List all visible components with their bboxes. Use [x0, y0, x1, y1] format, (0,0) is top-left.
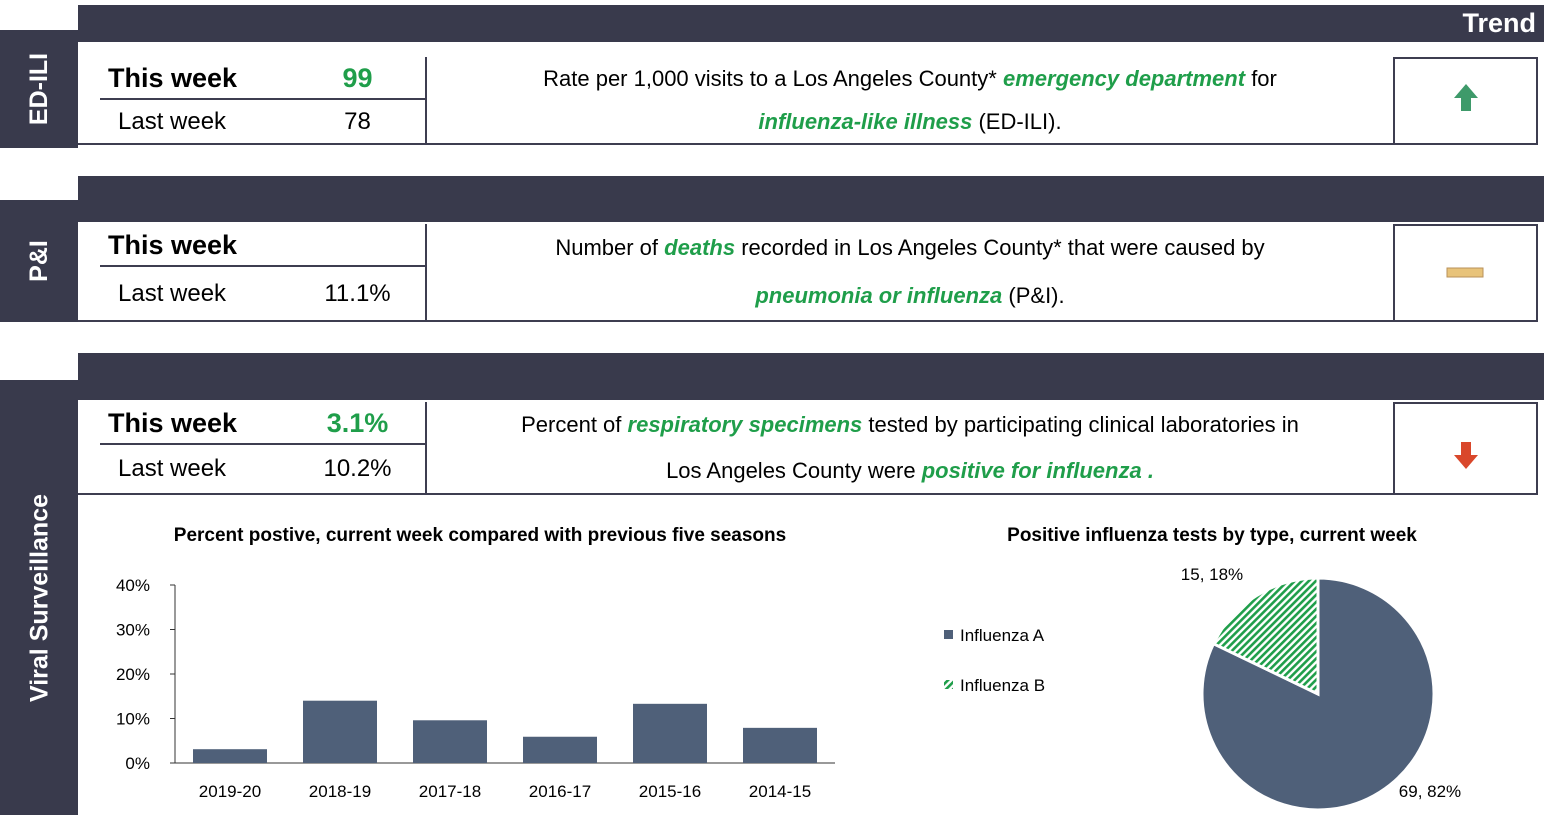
sidebar: ED-ILI: [0, 30, 78, 148]
description-line: Percent of respiratory specimens tested …: [427, 402, 1393, 448]
bar: [523, 736, 597, 763]
trend-header: Trend: [1462, 8, 1536, 38]
this-week-value: 99: [342, 63, 373, 93]
description-text: Rate per 1,000 visits to a Los Angeles C…: [543, 66, 997, 91]
description-text: tested by participating clinical laborat…: [868, 412, 1299, 437]
description-line: Number of deaths recorded in Los Angeles…: [427, 224, 1393, 272]
description-line: pneumonia or influenza (P&I).: [427, 272, 1393, 320]
trend-up-icon: [1454, 84, 1478, 111]
description-line: Los Angeles County were positive for inf…: [427, 448, 1393, 494]
description-text: Percent of: [521, 412, 622, 437]
x-tick-label: 2018-19: [309, 782, 371, 801]
x-tick-label: 2015-16: [639, 782, 701, 801]
chart-title: Positive influenza tests by type, curren…: [1007, 525, 1417, 546]
sidebar: Viral Surveillance: [0, 380, 78, 815]
row-border: [78, 320, 1538, 322]
last-week-value: 10.2%: [323, 455, 392, 482]
highlight-text: respiratory specimens: [627, 412, 863, 437]
description-text: (P&I).: [1008, 283, 1065, 308]
sidebar: P&I: [0, 200, 78, 322]
trend-cell: [1395, 224, 1538, 320]
section-header: [78, 353, 1544, 400]
legend-label: Influenza B: [960, 676, 1045, 695]
last-week-value: 78: [344, 108, 371, 135]
trend-cell: [1395, 57, 1538, 143]
section-header: [78, 176, 1544, 222]
data-label: 69, 82%: [1399, 782, 1461, 801]
trend-down-icon: [1454, 442, 1478, 469]
section-header: [78, 5, 1544, 42]
bar: [413, 720, 487, 763]
y-tick-label: 10%: [116, 710, 150, 729]
last-week-label: Last week: [118, 455, 227, 482]
highlight-text: influenza-like illness: [758, 109, 973, 134]
this-week-label: This week: [108, 230, 238, 260]
this-week-label: This week: [108, 408, 238, 438]
legend-marker: [944, 630, 953, 639]
description-text: (ED-ILI).: [978, 109, 1062, 134]
last-week-label: Last week: [118, 108, 227, 135]
this-week-value: 3.1%: [326, 408, 389, 438]
this-week-label: This week: [108, 63, 238, 93]
pie-slice: [1211, 576, 1320, 697]
this-week-cell: [100, 402, 425, 445]
trend-flat-icon: [1446, 267, 1484, 278]
data-label: 15, 18%: [1181, 565, 1243, 584]
description-text: Number of: [555, 235, 659, 260]
x-tick-label: 2014-15: [749, 782, 811, 801]
bar: [193, 749, 267, 763]
bar: [633, 703, 707, 763]
description-text: for: [1251, 66, 1277, 91]
row-border: [78, 143, 1538, 145]
x-tick-label: 2016-17: [529, 782, 591, 801]
last-week-label: Last week: [118, 280, 227, 307]
this-week-cell: [100, 57, 425, 100]
row-border: [78, 493, 1538, 495]
description-text: Los Angeles County were: [666, 457, 916, 483]
x-tick-label: 2017-18: [419, 782, 481, 801]
description-text: recorded in Los Angeles County* that wer…: [741, 235, 1265, 260]
y-tick-label: 20%: [116, 665, 150, 684]
description-line: Rate per 1,000 visits to a Los Angeles C…: [427, 57, 1393, 100]
highlight-text: deaths: [664, 235, 736, 260]
trend-cell: [1395, 402, 1538, 493]
highlight-text: emergency department: [1002, 66, 1246, 91]
description-cell: [425, 402, 1395, 493]
x-tick-label: 2019-20: [199, 782, 261, 801]
highlight-text: pneumonia or influenza: [755, 283, 1003, 308]
description-line: influenza-like illness (ED-ILI).: [427, 100, 1393, 143]
this-week-cell: [100, 224, 425, 267]
y-tick-label: 40%: [116, 576, 150, 595]
legend-label: Influenza A: [960, 626, 1045, 645]
legend-marker: [944, 680, 953, 689]
description-cell: [425, 57, 1395, 143]
y-tick-label: 30%: [116, 621, 150, 640]
last-week-value: 11.1%: [324, 280, 391, 307]
highlight-text: positive for influenza .: [921, 457, 1154, 483]
bar: [303, 700, 377, 763]
bar: [743, 727, 817, 763]
description-cell: [425, 224, 1395, 320]
y-tick-label: 0%: [125, 754, 150, 773]
chart-title: Percent postive, current week compared w…: [173, 525, 787, 546]
